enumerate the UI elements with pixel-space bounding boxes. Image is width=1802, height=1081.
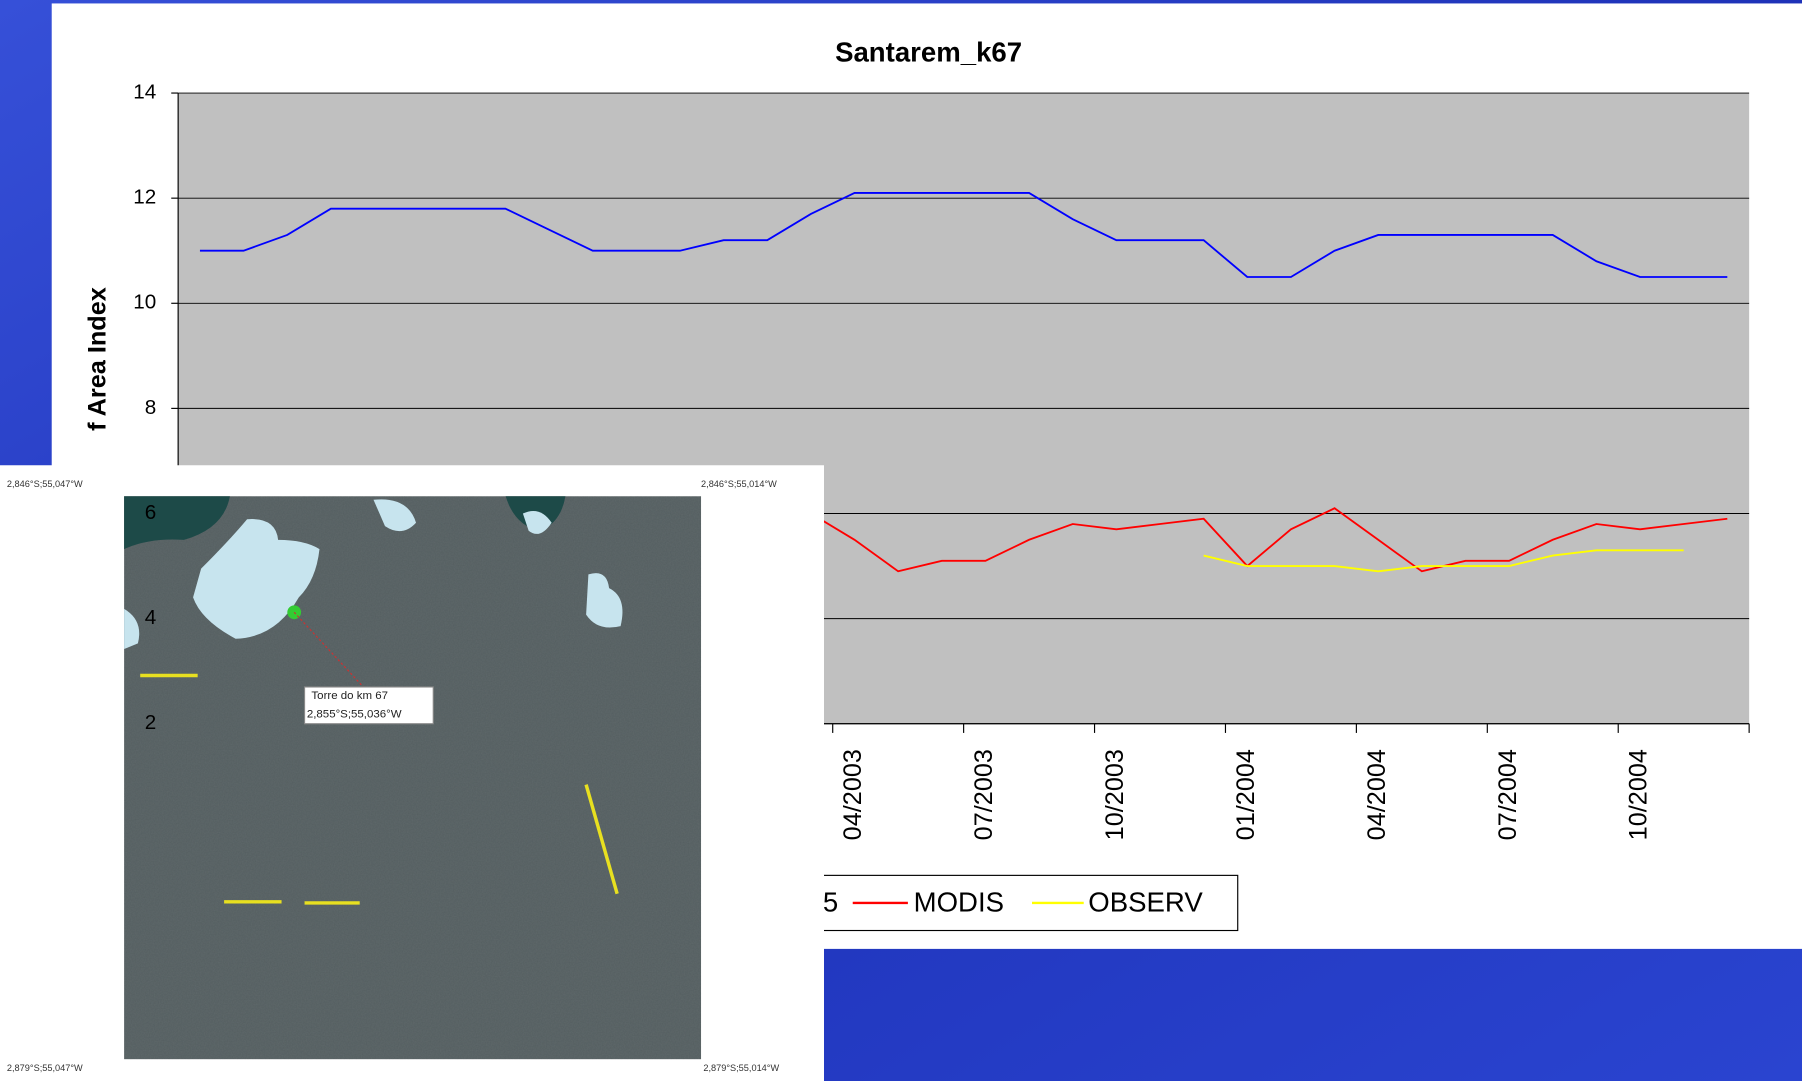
y-tick-label: 4 [145,606,157,629]
cloud [193,519,320,639]
y-tick-label: 6 [145,501,157,524]
x-tick-label: 07/2003 [970,749,998,840]
marker-leader [293,611,366,690]
legend-label: OBSERV [1088,886,1203,917]
y-tick-label: 2 [145,711,157,734]
x-tick-label: 07/2004 [1494,749,1522,840]
legend-label: 5 [823,886,838,917]
transects [140,673,619,905]
dark-patch [124,496,230,550]
chart-title: Santarem_k67 [835,36,1022,67]
marker-label-box [303,686,434,725]
cloud [586,573,623,628]
y-tick-label: 12 [133,186,156,209]
transect [584,784,619,895]
corner-label: 2,846°S;55,047°W [7,479,83,489]
legend-label: MODIS [914,886,1004,917]
series-line [199,191,1728,278]
cloud [124,608,140,650]
corner-label: 2,879°S;55,047°W [7,1063,83,1073]
y-tick-label: 14 [133,81,156,104]
corner-label: 2,879°S;55,014°W [703,1063,779,1073]
x-tick-label: 04/2004 [1363,749,1391,840]
y-axis-label: f Area Index [84,287,112,431]
y-tick-label: 8 [145,396,157,419]
x-tick-label: 10/2004 [1625,749,1653,840]
satellite-overlay: Torre do km 67 2,855°S;55,036°W 2,846°S;… [0,465,825,1081]
cloud [373,499,417,532]
marker-coordinates: 2,855°S;55,036°W [307,709,402,721]
series-line [1203,549,1684,573]
marker-label: Torre do km 67 [311,690,388,702]
y-tick-label: 10 [133,291,156,314]
cloud [522,510,552,534]
x-tick-label: 10/2003 [1101,749,1129,840]
x-tick-label: 01/2004 [1232,749,1260,840]
x-tick-label: 04/2003 [839,749,867,840]
corner-label: 2,846°S;55,014°W [701,479,777,489]
